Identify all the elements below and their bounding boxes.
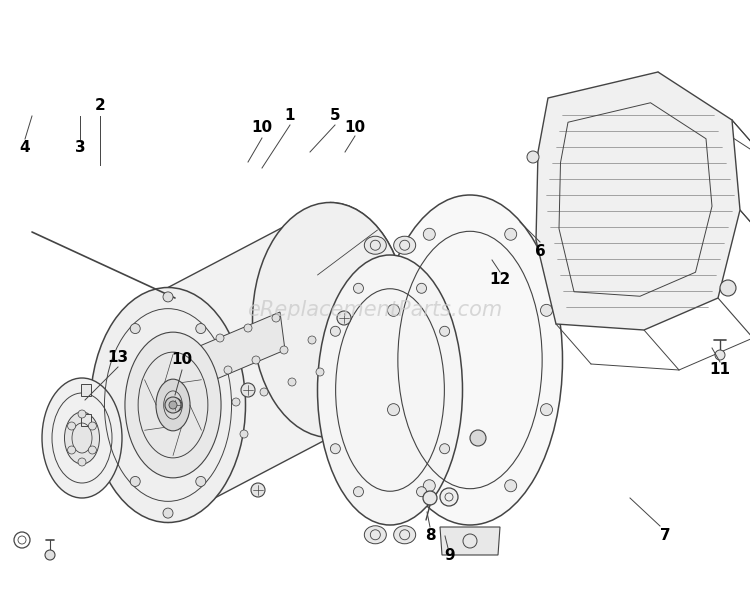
- Text: 6: 6: [535, 244, 545, 260]
- Circle shape: [388, 404, 400, 416]
- Circle shape: [251, 483, 265, 497]
- Circle shape: [715, 350, 725, 360]
- Circle shape: [232, 398, 240, 406]
- Circle shape: [423, 480, 435, 492]
- Circle shape: [244, 324, 252, 332]
- Ellipse shape: [125, 332, 221, 478]
- Ellipse shape: [394, 236, 416, 254]
- Text: 13: 13: [107, 350, 128, 365]
- Text: 7: 7: [660, 528, 670, 543]
- Circle shape: [416, 486, 427, 497]
- Circle shape: [353, 486, 364, 497]
- Text: 11: 11: [710, 362, 730, 378]
- Circle shape: [88, 422, 97, 430]
- Circle shape: [505, 228, 517, 240]
- Circle shape: [168, 398, 182, 412]
- Circle shape: [541, 304, 553, 316]
- Ellipse shape: [377, 195, 562, 525]
- Text: 12: 12: [489, 272, 511, 287]
- Text: 8: 8: [424, 528, 435, 543]
- Circle shape: [280, 346, 288, 354]
- Circle shape: [388, 304, 400, 316]
- Ellipse shape: [91, 287, 245, 523]
- Circle shape: [440, 326, 449, 336]
- Text: 10: 10: [251, 120, 272, 136]
- Circle shape: [163, 508, 173, 518]
- Ellipse shape: [394, 526, 416, 544]
- Text: 1: 1: [285, 108, 296, 122]
- Ellipse shape: [317, 255, 463, 525]
- Ellipse shape: [253, 203, 407, 437]
- Circle shape: [337, 311, 351, 325]
- Circle shape: [527, 151, 539, 163]
- Circle shape: [45, 550, 55, 560]
- Circle shape: [130, 477, 140, 486]
- Circle shape: [130, 324, 140, 333]
- Circle shape: [505, 480, 517, 492]
- Text: 10: 10: [172, 353, 193, 367]
- Text: 4: 4: [20, 140, 30, 155]
- Circle shape: [165, 397, 181, 413]
- Ellipse shape: [64, 412, 100, 464]
- Polygon shape: [168, 203, 330, 523]
- Ellipse shape: [156, 379, 190, 431]
- Circle shape: [240, 430, 248, 438]
- Circle shape: [78, 410, 86, 418]
- Circle shape: [88, 446, 97, 454]
- Ellipse shape: [364, 236, 386, 254]
- Polygon shape: [440, 527, 500, 555]
- Circle shape: [68, 422, 76, 430]
- Circle shape: [272, 314, 280, 322]
- Polygon shape: [80, 414, 91, 426]
- Circle shape: [252, 356, 260, 364]
- Text: 2: 2: [94, 99, 105, 114]
- Circle shape: [316, 368, 324, 376]
- Circle shape: [416, 283, 427, 293]
- Circle shape: [353, 283, 364, 293]
- Ellipse shape: [42, 378, 122, 498]
- Circle shape: [241, 383, 255, 397]
- Circle shape: [224, 366, 232, 374]
- Circle shape: [331, 443, 340, 454]
- Circle shape: [196, 477, 206, 486]
- Circle shape: [331, 326, 340, 336]
- Polygon shape: [195, 312, 285, 386]
- Circle shape: [78, 458, 86, 466]
- Circle shape: [169, 401, 177, 409]
- Circle shape: [440, 443, 449, 454]
- Text: 9: 9: [445, 548, 455, 563]
- Circle shape: [260, 388, 268, 396]
- Circle shape: [196, 324, 206, 333]
- Circle shape: [68, 446, 76, 454]
- Text: eReplacementParts.com: eReplacementParts.com: [248, 300, 502, 320]
- Polygon shape: [80, 384, 91, 396]
- Text: 3: 3: [75, 140, 86, 155]
- Circle shape: [288, 378, 296, 386]
- Circle shape: [470, 430, 486, 446]
- Ellipse shape: [364, 526, 386, 544]
- Circle shape: [163, 292, 173, 302]
- Polygon shape: [536, 72, 740, 330]
- Circle shape: [216, 334, 224, 342]
- Circle shape: [423, 491, 437, 505]
- Circle shape: [308, 336, 316, 344]
- Text: 10: 10: [344, 120, 365, 136]
- Circle shape: [423, 228, 435, 240]
- Text: 5: 5: [330, 108, 340, 123]
- Circle shape: [440, 488, 458, 506]
- Circle shape: [541, 404, 553, 416]
- Circle shape: [720, 280, 736, 296]
